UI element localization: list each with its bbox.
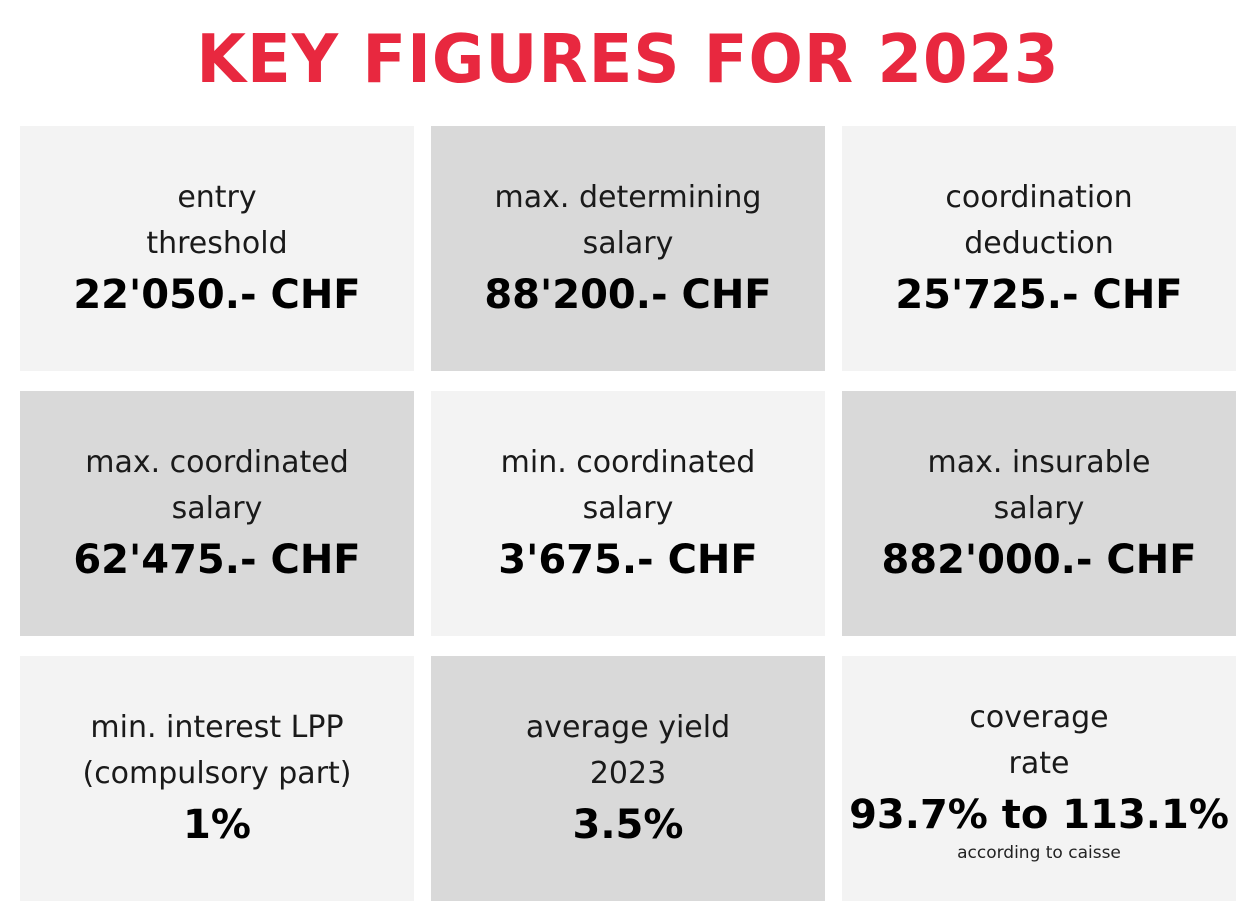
tile-value: 62'475.- CHF	[73, 536, 361, 583]
tile-value: 3'675.- CHF	[498, 536, 758, 583]
tile-label-line2: 2023	[589, 755, 667, 791]
tile-max-coordinated-salary: max. coordinated salary 62'475.- CHF	[20, 391, 414, 636]
tile-max-determining-salary: max. determining salary 88'200.- CHF	[431, 126, 825, 371]
tile-label-line1: coverage	[969, 699, 1109, 735]
tile-label-line2: salary	[582, 225, 674, 261]
tile-label-line1: coordination	[945, 179, 1133, 215]
tile-label-line2: deduction	[964, 225, 1114, 261]
tile-label-line2: salary	[993, 490, 1085, 526]
tile-max-insurable-salary: max. insurable salary 882'000.- CHF	[842, 391, 1236, 636]
tile-label-line1: min. coordinated	[500, 444, 756, 480]
tile-label-line2: salary	[171, 490, 263, 526]
tile-label-line1: min. interest LPP	[90, 709, 344, 745]
tile-value: 93.7% to 113.1%	[849, 791, 1229, 838]
tile-value: 22'050.- CHF	[73, 271, 361, 318]
tile-label-line2: threshold	[146, 225, 288, 261]
tile-label-line2: (compulsory part)	[82, 755, 352, 791]
tile-label-line1: average yield	[525, 709, 731, 745]
tile-value: 88'200.- CHF	[484, 271, 772, 318]
tile-label-line2: rate	[1008, 745, 1070, 781]
tile-value: 25'725.- CHF	[895, 271, 1183, 318]
tile-min-coordinated-salary: min. coordinated salary 3'675.- CHF	[431, 391, 825, 636]
tile-label-line1: entry	[177, 179, 257, 215]
tile-value: 1%	[183, 801, 251, 848]
tile-coverage-rate: coverage rate 93.7% to 113.1% according …	[842, 656, 1236, 901]
tile-average-yield: average yield 2023 3.5%	[431, 656, 825, 901]
tile-label-line1: max. insurable	[927, 444, 1151, 480]
page-title: KEY FIGURES FOR 2023	[196, 21, 1060, 99]
tile-label-line1: max. determining	[494, 179, 762, 215]
tile-min-interest-lpp: min. interest LPP (compulsory part) 1%	[20, 656, 414, 901]
tile-value: 3.5%	[572, 801, 684, 848]
tile-note: according to caisse	[957, 842, 1121, 863]
tile-label-line2: salary	[582, 490, 674, 526]
tile-value: 882'000.- CHF	[881, 536, 1197, 583]
tile-entry-threshold: entry threshold 22'050.- CHF	[20, 126, 414, 371]
tile-label-line1: max. coordinated	[85, 444, 349, 480]
tile-coordination-deduction: coordination deduction 25'725.- CHF	[842, 126, 1236, 371]
